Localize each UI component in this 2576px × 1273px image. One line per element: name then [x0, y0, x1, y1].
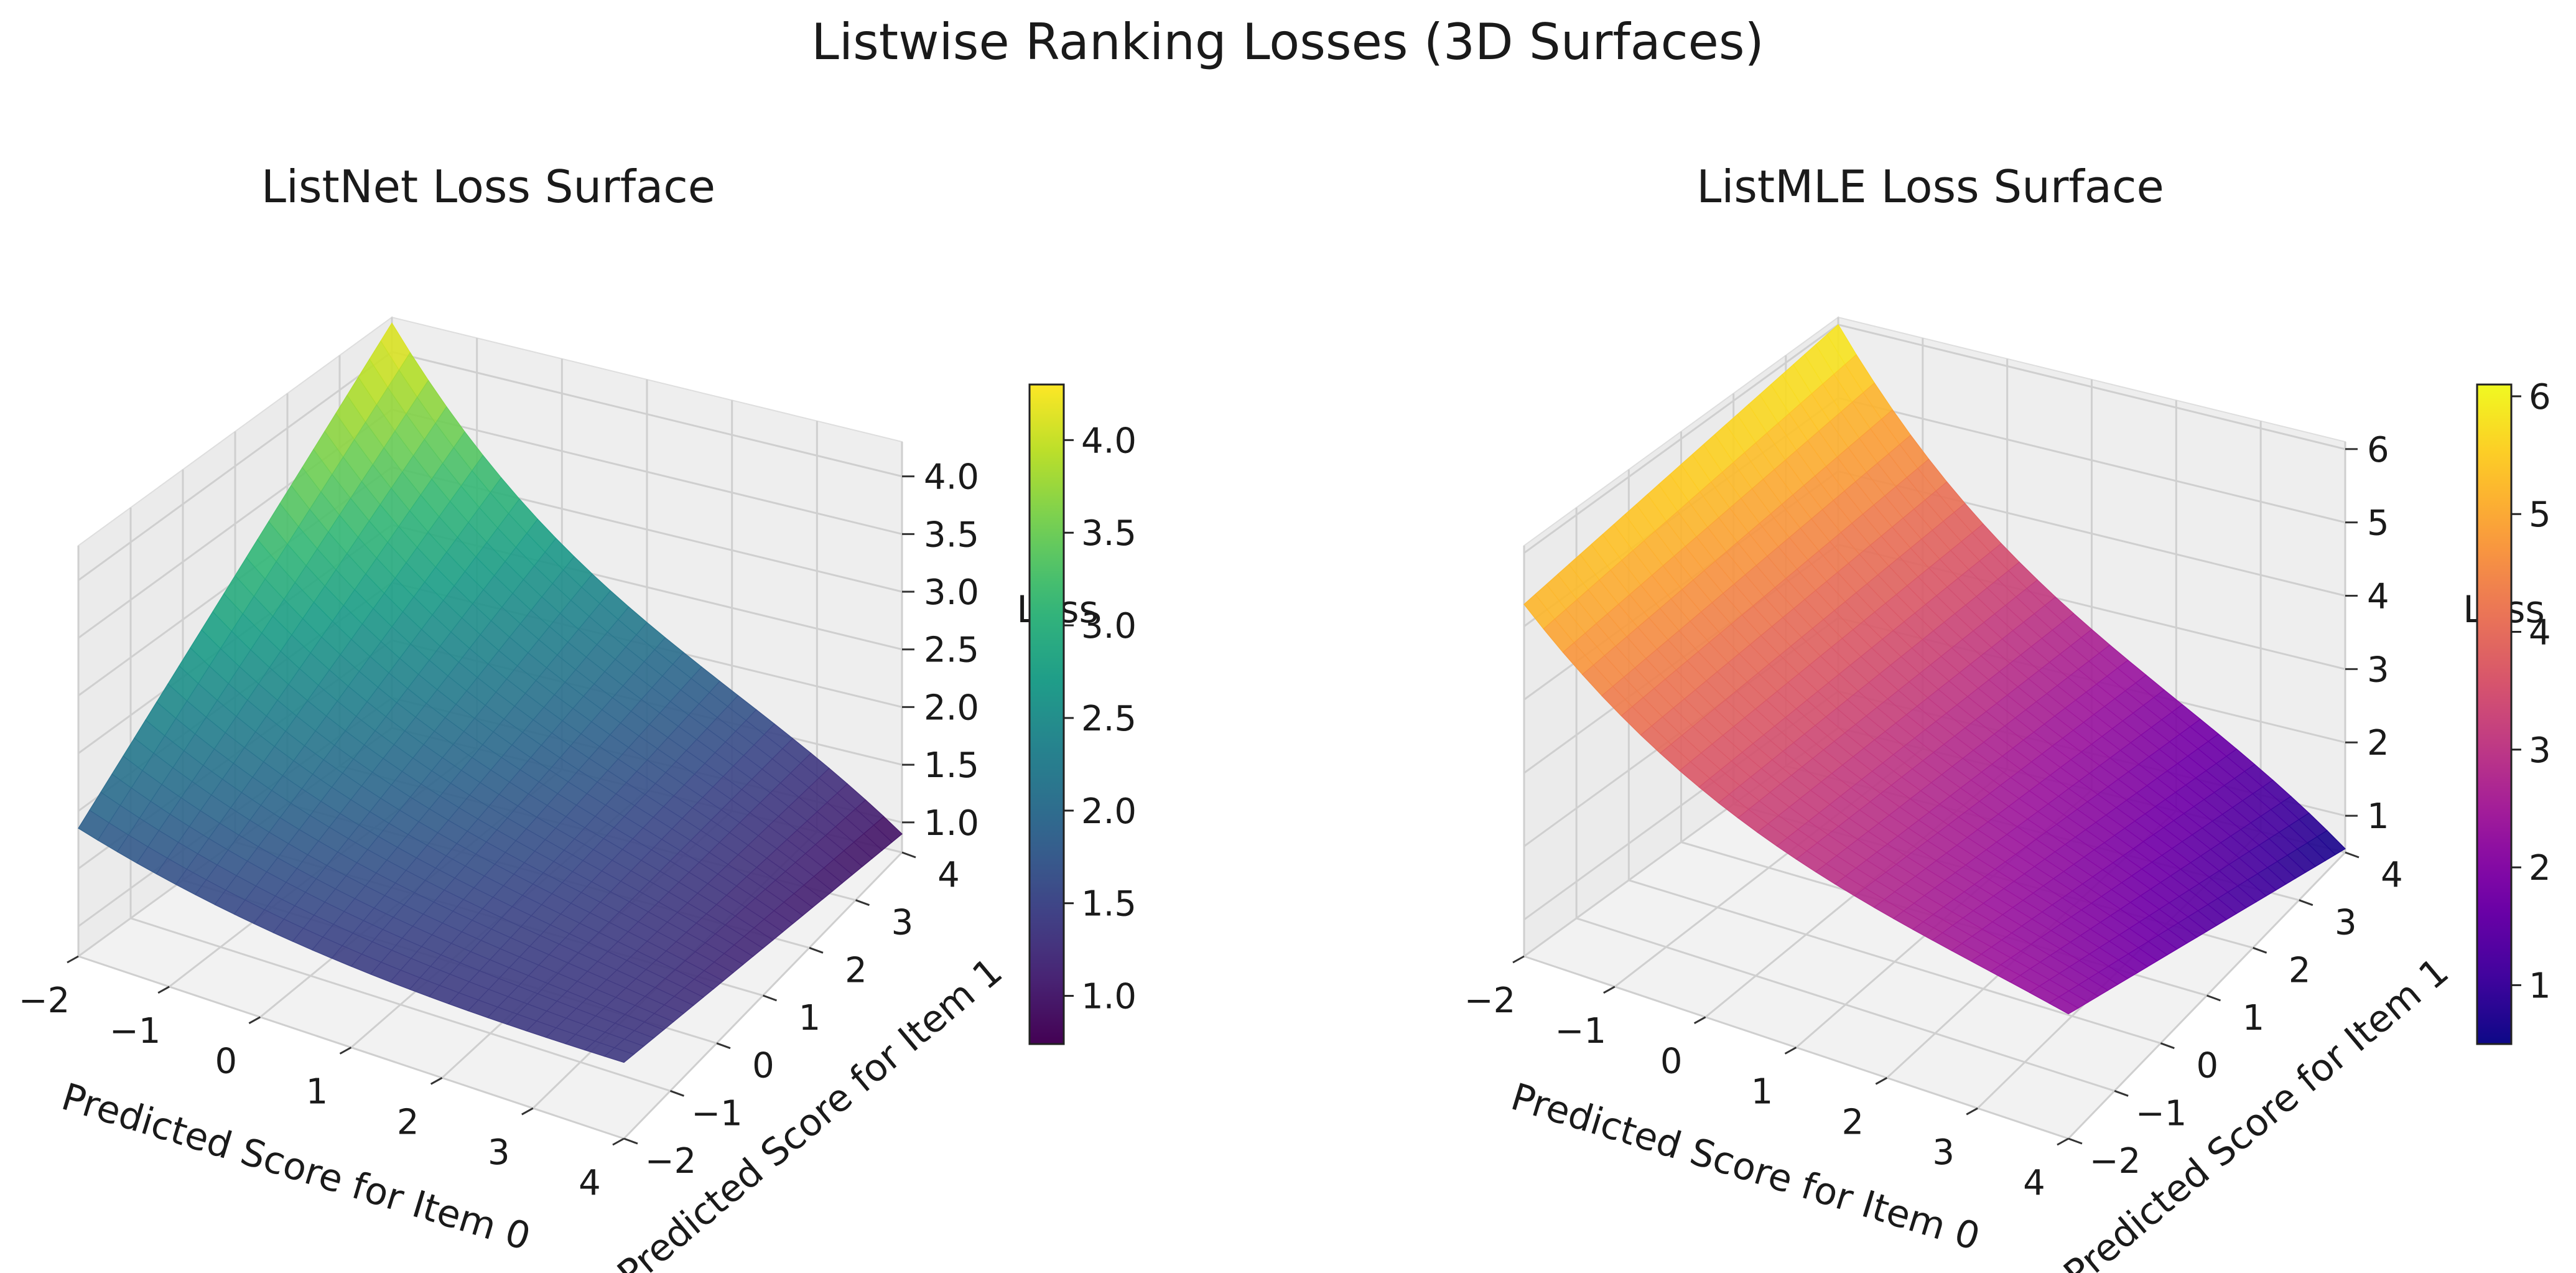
listmle-ytick-label: 1	[2243, 998, 2265, 1038]
listmle-xtick-mark	[1875, 1077, 1888, 1085]
listmle-colorbar-label: 2	[2529, 848, 2551, 888]
listnet-xlabel: Predicted Score for Item 0	[57, 1075, 536, 1259]
listnet-xtick-label: 3	[488, 1132, 510, 1173]
listmle-ytick-label: 3	[2335, 903, 2357, 943]
listnet-ytick-label: 0	[752, 1046, 774, 1086]
listnet-xtick-label: 1	[306, 1072, 328, 1112]
listmle-ztick-label: 6	[2367, 430, 2389, 470]
listnet-xtick-mark	[248, 1016, 261, 1024]
listnet-colorbar-label: 3.5	[1081, 513, 1137, 554]
listmle-ytick-mark	[2253, 946, 2267, 954]
listnet-ytick-label: 4	[937, 855, 960, 895]
listnet-xtick-label: −2	[19, 981, 70, 1021]
listmle-ytick-mark	[2206, 994, 2221, 1002]
listnet-colorbar-label: 1.5	[1081, 884, 1137, 925]
listmle-xlabel: Predicted Score for Item 0	[1506, 1075, 1985, 1259]
listnet-title: ListNet Loss Surface	[261, 161, 715, 213]
listnet-ztick-label: 1.0	[924, 803, 979, 844]
listnet-ztick-label: 1.5	[924, 745, 979, 786]
listmle-colorbar-label: 4	[2529, 613, 2551, 653]
listnet-ytick-mark	[669, 1089, 685, 1097]
listnet-xtick-mark	[430, 1077, 443, 1085]
listmle-ytick-mark	[2345, 851, 2360, 859]
listnet-xtick-label: −1	[109, 1011, 161, 1052]
listmle-ztick-label: 4	[2367, 577, 2389, 617]
listnet-xtick-mark	[157, 986, 170, 994]
listnet-ytick-label: 2	[845, 950, 867, 991]
listnet-ztick-label: 2.5	[924, 630, 979, 671]
listmle-colorbar-label: 1	[2529, 966, 2551, 1006]
listnet-ytick-label: 1	[799, 998, 821, 1038]
listnet-colorbar-label: 2.5	[1081, 699, 1137, 739]
listnet-colorbar-label: 4.0	[1081, 421, 1137, 461]
listmle-xtick-mark	[1512, 955, 1525, 964]
listnet-xtick-mark	[67, 955, 79, 964]
listmle-xtick-label: −1	[1555, 1011, 1607, 1052]
listnet-xtick-mark	[521, 1107, 534, 1116]
listnet-ytick-mark	[762, 994, 778, 1002]
listmle-xtick-mark	[1693, 1016, 1706, 1024]
listmle-ytick-label: 2	[2289, 950, 2311, 991]
listnet-ytick-label: −1	[691, 1093, 743, 1134]
listmle-xtick-label: 3	[1932, 1132, 1955, 1173]
listmle-xtick-mark	[2057, 1137, 2069, 1146]
listmle-title: ListMLE Loss Surface	[1696, 161, 2164, 213]
listmle-ytick-mark	[2068, 1137, 2083, 1145]
listnet-xtick-label: 2	[397, 1102, 419, 1142]
listmle-surface	[1523, 324, 2346, 1015]
listmle-xtick-label: 2	[1842, 1102, 1864, 1142]
listnet-panel: −2−101234−2−1012341.01.52.02.53.03.54.0P…	[19, 161, 1137, 1273]
listmle-ytick-label: 4	[2381, 855, 2403, 895]
listnet-colorbar	[1028, 383, 1065, 1045]
listnet-ytick-mark	[855, 899, 870, 907]
listnet-colorbar-label: 2.0	[1081, 791, 1137, 832]
listmle-colorbar-label: 6	[2529, 377, 2551, 417]
listnet-ztick-label: 4.0	[924, 457, 979, 498]
listmle-ytick-label: −1	[2136, 1093, 2187, 1134]
listmle-ztick-label: 1	[2367, 796, 2389, 837]
listmle-ytick-mark	[2114, 1089, 2129, 1097]
listmle-colorbar	[2476, 383, 2513, 1045]
listmle-xtick-mark	[1603, 986, 1616, 994]
listnet-ytick-mark	[623, 1137, 638, 1145]
listnet-ytick-mark	[809, 946, 824, 954]
listnet-ytick-label: 3	[891, 903, 914, 943]
listmle-ytick-mark	[2160, 1042, 2175, 1050]
listmle-xtick-label: 0	[1660, 1042, 1683, 1082]
listmle-xtick-mark	[1966, 1107, 1978, 1116]
listmle-ztick-label: 2	[2367, 723, 2389, 763]
listnet-surface-patch	[603, 1047, 635, 1063]
listmle-ztick-label: 3	[2367, 650, 2389, 690]
listnet-ztick-label: 3.5	[924, 515, 979, 555]
figure-title: Listwise Ranking Losses (3D Surfaces)	[811, 13, 1764, 71]
listmle-xtick-label: −2	[1464, 981, 1516, 1021]
listnet-xtick-label: 4	[579, 1163, 601, 1203]
listmle-surface-patch	[2048, 996, 2080, 1015]
listnet-xtick-mark	[339, 1047, 352, 1055]
listnet-colorbar-label: 1.0	[1081, 977, 1137, 1017]
listmle-colorbar-label: 5	[2529, 495, 2551, 535]
listnet-ztick-label: 3.0	[924, 572, 979, 613]
listnet-ytick-mark	[716, 1042, 731, 1050]
listmle-ytick-mark	[2299, 899, 2313, 907]
listmle-xtick-label: 4	[2023, 1163, 2045, 1203]
listmle-ztick-label: 5	[2367, 503, 2389, 544]
listmle-ytick-label: −2	[2090, 1141, 2141, 1182]
listnet-surface	[78, 322, 903, 1063]
listnet-ytick-mark	[901, 851, 916, 859]
listnet-ytick-label: −2	[645, 1141, 697, 1182]
listnet-xtick-label: 0	[215, 1042, 238, 1082]
listmle-colorbar-label: 3	[2529, 730, 2551, 771]
listnet-colorbar-label: 3.0	[1081, 606, 1137, 646]
listmle-xtick-mark	[1784, 1047, 1797, 1055]
listnet-ztick-label: 2.0	[924, 688, 979, 728]
listnet-xtick-mark	[612, 1137, 625, 1146]
listmle-ytick-label: 0	[2197, 1046, 2219, 1086]
listmle-xtick-label: 1	[1751, 1072, 1774, 1112]
